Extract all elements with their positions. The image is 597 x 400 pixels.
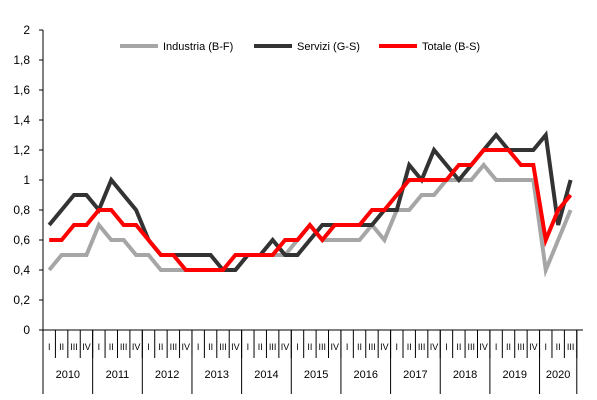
x-quarter-label: III [418,342,426,352]
x-year-label: 2015 [304,369,328,381]
legend-label: Servizi (G-S) [297,41,360,53]
x-quarter-label: II [456,342,461,352]
x-quarter-label: III [368,342,376,352]
y-axis: 0 0,2 0,4 0,6 0,8 1 1,2 1,4 1,6 1,8 2 [13,23,44,337]
x-quarter-label: IV [479,342,488,352]
plot-lines [47,130,573,278]
x-quarter-label: II [59,342,64,352]
x-quarter-label: IV [430,342,439,352]
x-quarter-label: I [147,342,150,352]
x-quarter-label: I [545,342,548,352]
x-quarter-label: III [319,342,327,352]
x-quarter-label: III [269,342,277,352]
x-quarter-label: I [445,342,448,352]
x-year-label: 2018 [453,369,477,381]
x-quarter-label: III [567,342,575,352]
x-quarter-label: II [258,342,263,352]
x-year-label: 2014 [254,369,278,381]
x-year-label: 2010 [56,369,80,381]
x-quarter-label: III [170,342,178,352]
x-quarter-label: II [158,342,163,352]
x-quarter-label: I [346,342,349,352]
x-quarter-label: IV [529,342,538,352]
x-quarter-label: IV [132,342,141,352]
x-axis: I II III IV I II III IV I II III IV I II III IV I II III IV… [42,329,583,394]
x-year-label: 2013 [205,369,229,381]
x-quarter-label: II [556,342,561,352]
y-tick-label: 0,8 [13,203,30,217]
x-quarter-label: IV [281,342,290,352]
x-quarter-label: I [396,342,399,352]
x-quarter-label: IV [82,342,91,352]
x-quarter-label: I [48,342,51,352]
series-line-3 [49,148,573,272]
x-quarter-label: I [197,342,200,352]
x-year-label: 2019 [502,369,526,381]
x-quarter-label: II [109,342,114,352]
y-tick-label: 2 [23,23,30,37]
x-quarter-label: II [307,342,312,352]
series-line-1 [47,161,573,278]
legend-label: Totale (B-S) [422,41,480,53]
x-year-label: 2012 [155,369,179,381]
x-quarter-label: IV [330,342,339,352]
x-year-label: 2011 [106,369,130,381]
x-quarter-label: I [98,342,101,352]
x-quarter-label: II [407,342,412,352]
y-tick-label: 1,2 [13,143,30,157]
legend-label: Industria (B-F) [163,41,233,53]
x-quarter-label: III [120,342,128,352]
x-quarter-label: I [247,342,250,352]
y-tick-label: 0,6 [13,233,30,247]
x-quarter-label: IV [380,342,389,352]
x-quarter-label: III [219,342,227,352]
y-tick-label: 1,8 [13,53,30,67]
x-quarter-label: I [296,342,299,352]
x-year-label: 2016 [354,369,378,381]
x-quarter-label: II [208,342,213,352]
x-quarter-label: I [495,342,498,352]
x-quarter-label: II [357,342,362,352]
legend: Industria (B-F) Servizi (G-S) Totale (B-S) [120,41,480,53]
x-quarter-label: III [468,342,476,352]
x-quarter-label: II [506,342,511,352]
y-tick-label: 0,4 [13,263,30,277]
y-tick-label: 1,6 [13,83,30,97]
y-tick-label: 1,4 [13,113,30,127]
x-quarter-label: III [70,342,78,352]
y-tick-label: 1 [23,173,30,187]
y-tick-label: 0,2 [13,293,30,307]
y-tick-label: 0 [23,323,30,337]
x-year-label: 2020 [546,369,570,381]
x-quarter-label: IV [231,342,240,352]
x-year-label: 2017 [403,369,427,381]
x-quarter-label: III [517,342,525,352]
series-line-2 [47,130,573,272]
x-quarter-label: IV [182,342,191,352]
